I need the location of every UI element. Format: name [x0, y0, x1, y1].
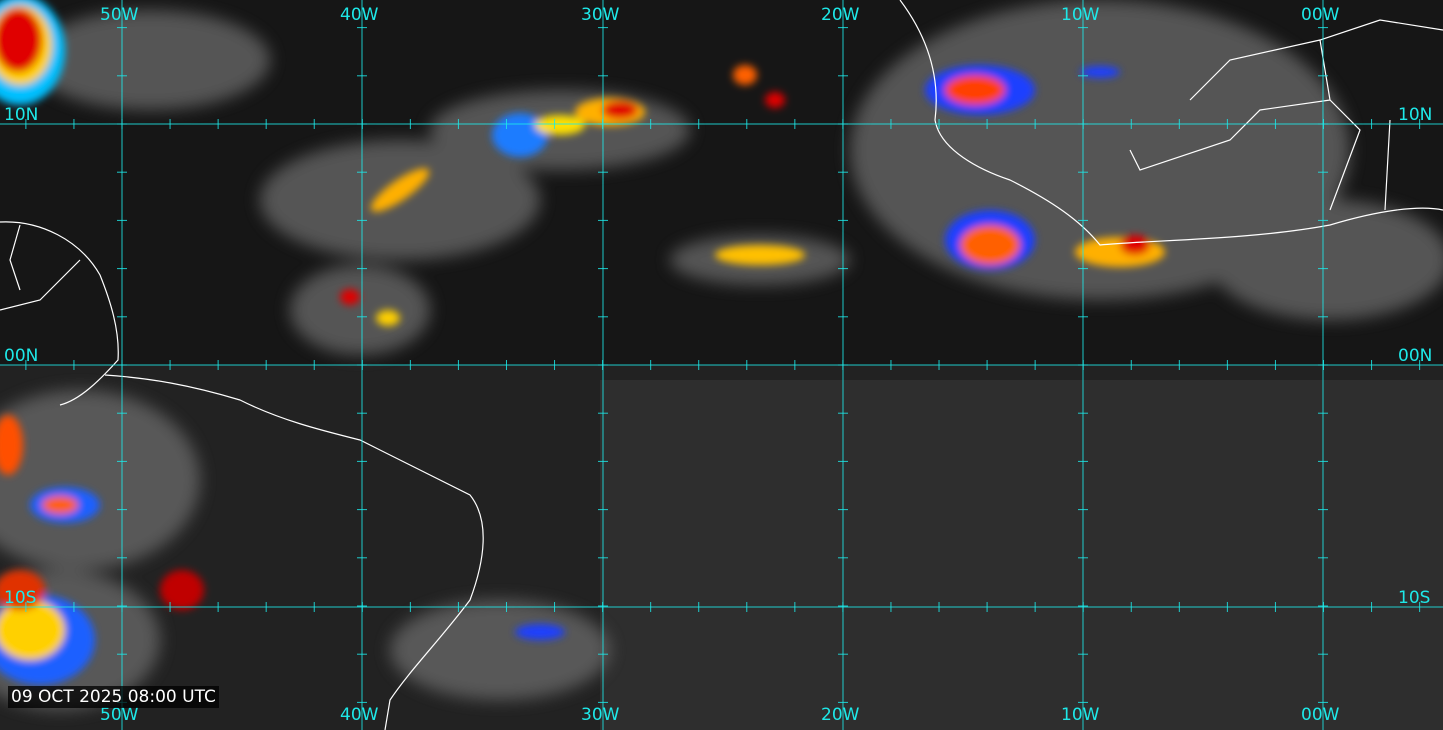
latitude-label-left: 10S	[4, 588, 37, 608]
latitude-label-right: 00N	[1398, 346, 1433, 366]
longitude-label-top: 40W	[340, 5, 379, 25]
latitude-label-right: 10S	[1398, 588, 1431, 608]
longitude-label-bottom: 20W	[821, 705, 860, 725]
longitude-label-bottom: 30W	[581, 705, 620, 725]
latitude-label-left: 10N	[4, 105, 39, 125]
longitude-label-top: 30W	[581, 5, 620, 25]
longitude-label-bottom: 00W	[1301, 705, 1340, 725]
latitude-label-left: 00N	[4, 346, 39, 366]
longitude-label-top: 50W	[100, 5, 139, 25]
longitude-label-bottom: 40W	[340, 705, 379, 725]
timestamp: 09 OCT 2025 08:00 UTC	[8, 686, 219, 708]
latitude-label-right: 10N	[1398, 105, 1433, 125]
longitude-label-bottom: 10W	[1061, 705, 1100, 725]
longitude-label-top: 20W	[821, 5, 860, 25]
longitude-label-bottom: 50W	[100, 705, 139, 725]
longitude-label-top: 00W	[1301, 5, 1340, 25]
longitude-label-top: 10W	[1061, 5, 1100, 25]
